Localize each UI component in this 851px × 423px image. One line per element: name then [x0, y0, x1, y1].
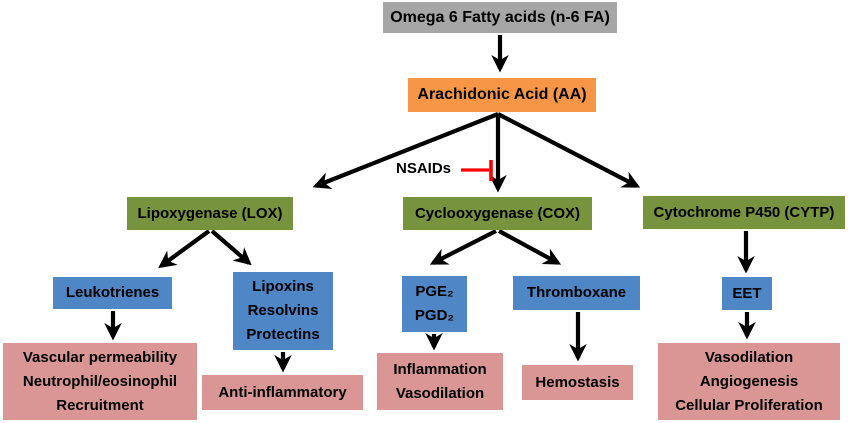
node-cytp-label: Cytochrome P450 (CYTP)	[653, 203, 835, 221]
node-vascular-line3: Recruitment	[56, 396, 144, 414]
node-vascular-line1: Vascular permeability	[22, 348, 178, 366]
node-cyclooxygenase: Cyclooxygenase (COX)	[403, 197, 592, 230]
node-omega6-label: Omega 6 Fatty acids (n-6 FA)	[390, 8, 610, 26]
arrow-cox-to-thromboxane	[497, 229, 562, 265]
node-vasodilation-angiogenesis: Vasodilation Angiogenesis Cellular Proli…	[658, 343, 840, 420]
node-lox-label: Lipoxygenase (LOX)	[137, 204, 283, 222]
node-lipoxygenase: Lipoxygenase (LOX)	[127, 197, 293, 230]
arrow-lox-to-leukotrienes	[158, 229, 211, 269]
node-thromboxane-label: Thromboxane	[526, 284, 627, 301]
node-omega6-fatty-acids: Omega 6 Fatty acids (n-6 FA)	[383, 2, 617, 33]
nsaids-inhibitor-tbar	[461, 160, 493, 181]
node-aa-label: Arachidonic Acid (AA)	[417, 86, 587, 103]
node-pge-line1: PGE₂	[415, 283, 454, 300]
node-cox-label: Cyclooxygenase (COX)	[414, 204, 581, 222]
node-vascular-permeability: Vascular permeability Neutrophil/eosinop…	[3, 343, 197, 420]
node-eet-label: EET	[732, 284, 762, 302]
node-vasodilation-line3: Cellular Proliferation	[675, 396, 823, 414]
node-lipoxins-resolvins-protectins: Lipoxins Resolvins Protectins	[233, 272, 333, 350]
arrow-lox-to-lipoxins	[210, 229, 252, 266]
node-lipoxins-line1: Lipoxins	[252, 278, 314, 295]
node-lipoxins-line3: Protectins	[246, 326, 320, 343]
node-anti-label: Anti-inflammatory	[218, 383, 347, 401]
node-hemostasis: Hemostasis	[522, 365, 633, 400]
node-inflammation-line2: Vasodilation	[395, 384, 485, 402]
arrow-aa-to-lox	[312, 112, 499, 190]
node-anti-inflammatory: Anti-inflammatory	[202, 375, 363, 410]
node-lipoxins-line2: Resolvins	[247, 302, 319, 319]
node-arachidonic-acid: Arachidonic Acid (AA)	[408, 78, 596, 112]
arrow-cox-to-pge	[429, 229, 497, 265]
node-hemostasis-label: Hemostasis	[535, 373, 620, 391]
node-leukotrienes: Leukotrienes	[53, 277, 172, 309]
node-thromboxane: Thromboxane	[513, 276, 640, 310]
node-pge-line2: PGD₂	[414, 307, 455, 324]
node-inflammation-line1: Inflammation	[393, 360, 487, 378]
node-eet: EET	[722, 277, 772, 310]
node-cytochrome-p450: Cytochrome P450 (CYTP)	[643, 196, 845, 229]
node-leukotrienes-label: Leukotrienes	[65, 284, 160, 301]
node-vasodilation-line2: Angiogenesis	[699, 372, 799, 390]
node-pge2-pgd2: PGE₂ PGD₂	[402, 276, 467, 332]
nsaids-label: NSAIDs	[396, 160, 452, 177]
node-vasodilation-line1: Vasodilation	[704, 348, 794, 366]
node-vascular-line2: Neutrophil/eosinophil	[22, 372, 178, 390]
node-inflammation-vasodilation: Inflammation Vasodilation	[377, 353, 503, 410]
arrow-aa-to-cytp	[497, 112, 641, 188]
